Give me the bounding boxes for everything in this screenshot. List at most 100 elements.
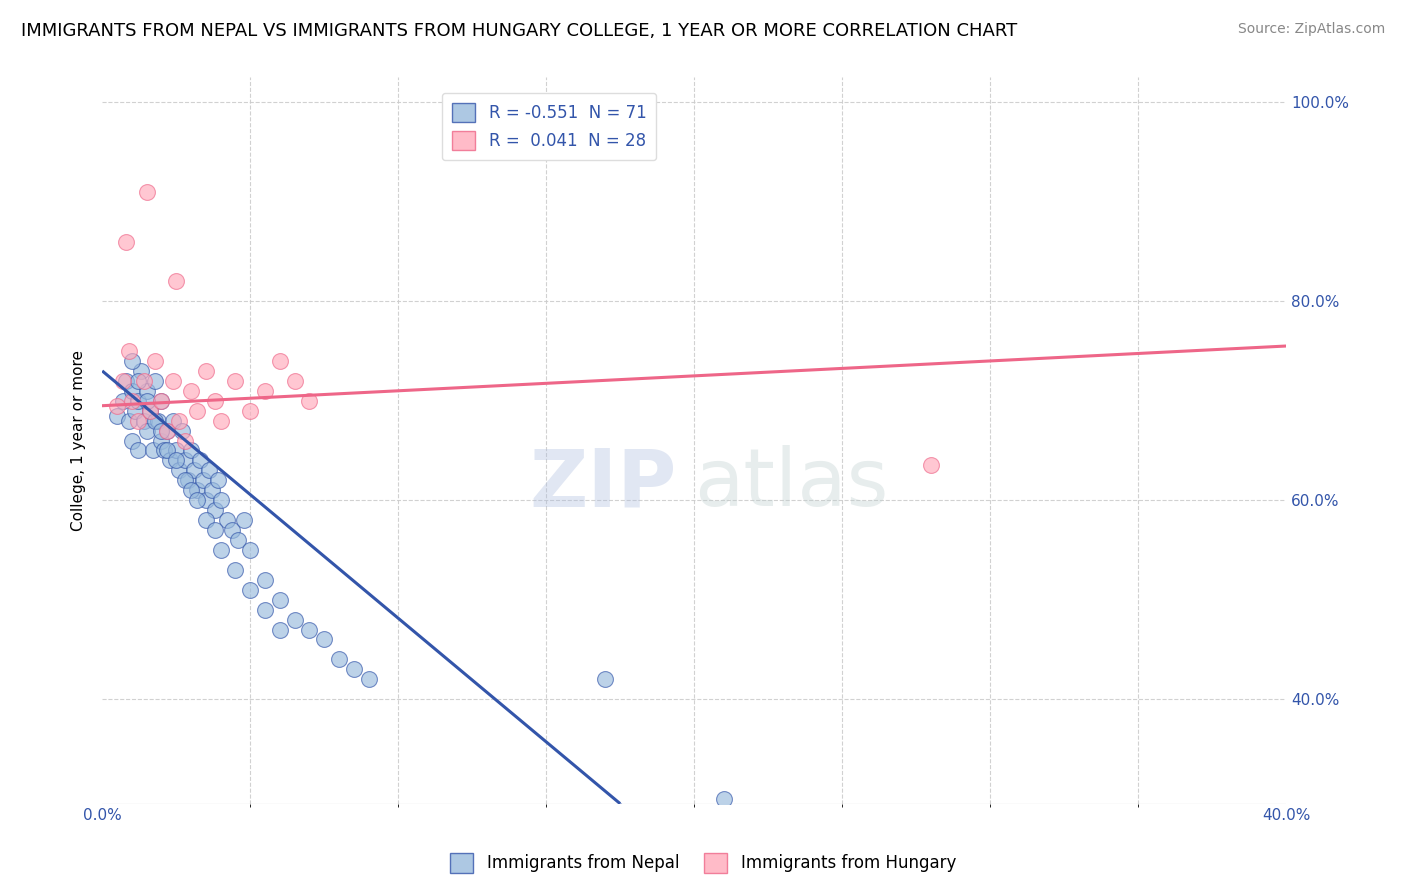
Point	[115, 235, 138, 249]
Point	[180, 443, 202, 458]
Point	[162, 374, 184, 388]
Point	[118, 414, 141, 428]
Point	[343, 662, 366, 676]
Point	[135, 185, 157, 199]
Point	[269, 592, 291, 607]
Point	[150, 393, 173, 408]
Point	[188, 453, 211, 467]
Point	[180, 384, 202, 398]
Point	[174, 453, 197, 467]
Point	[224, 563, 246, 577]
Point	[183, 463, 205, 477]
Point	[121, 354, 143, 368]
Text: Source: ZipAtlas.com: Source: ZipAtlas.com	[1237, 22, 1385, 37]
Point	[150, 424, 173, 438]
Point	[150, 434, 173, 448]
Point	[233, 513, 256, 527]
Point	[121, 434, 143, 448]
Point	[159, 453, 181, 467]
Point	[201, 483, 224, 498]
Legend: Immigrants from Nepal, Immigrants from Hungary: Immigrants from Nepal, Immigrants from H…	[443, 847, 963, 880]
Point	[191, 473, 214, 487]
Point	[153, 443, 176, 458]
Point	[215, 513, 238, 527]
Point	[239, 543, 262, 558]
Point	[174, 434, 197, 448]
Point	[186, 493, 208, 508]
Point	[115, 374, 138, 388]
Point	[239, 403, 262, 417]
Point	[156, 424, 179, 438]
Point	[129, 364, 152, 378]
Point	[269, 354, 291, 368]
Point	[204, 523, 226, 537]
Point	[209, 414, 232, 428]
Point	[141, 443, 163, 458]
Point	[194, 364, 217, 378]
Point	[224, 374, 246, 388]
Point	[209, 543, 232, 558]
Point	[165, 274, 187, 288]
Point	[135, 424, 157, 438]
Point	[165, 443, 187, 458]
Point	[207, 473, 229, 487]
Point	[167, 463, 190, 477]
Point	[165, 453, 187, 467]
Point	[135, 393, 157, 408]
Legend: R = -0.551  N = 71, R =  0.041  N = 28: R = -0.551 N = 71, R = 0.041 N = 28	[441, 93, 657, 160]
Point	[156, 424, 179, 438]
Point	[127, 393, 149, 408]
Point	[132, 414, 155, 428]
Point	[186, 483, 208, 498]
Point	[284, 374, 307, 388]
Point	[713, 791, 735, 805]
Point	[138, 403, 160, 417]
Point	[186, 403, 208, 417]
Point	[284, 613, 307, 627]
Point	[180, 483, 202, 498]
Point	[118, 343, 141, 358]
Point	[105, 399, 128, 413]
Point	[253, 602, 276, 616]
Point	[204, 503, 226, 517]
Point	[239, 582, 262, 597]
Point	[314, 632, 336, 647]
Point	[253, 573, 276, 587]
Point	[253, 384, 276, 398]
Point	[228, 533, 250, 547]
Point	[177, 473, 200, 487]
Point	[127, 414, 149, 428]
Point	[156, 443, 179, 458]
Point	[150, 393, 173, 408]
Point	[162, 414, 184, 428]
Point	[111, 393, 134, 408]
Point	[145, 374, 167, 388]
Point	[194, 493, 217, 508]
Text: IMMIGRANTS FROM NEPAL VS IMMIGRANTS FROM HUNGARY COLLEGE, 1 YEAR OR MORE CORRELA: IMMIGRANTS FROM NEPAL VS IMMIGRANTS FROM…	[21, 22, 1018, 40]
Point	[135, 384, 157, 398]
Point	[174, 473, 197, 487]
Point	[145, 414, 167, 428]
Point	[127, 443, 149, 458]
Point	[121, 384, 143, 398]
Point	[124, 403, 146, 417]
Point	[595, 673, 617, 687]
Point	[204, 393, 226, 408]
Point	[920, 458, 942, 473]
Point	[269, 623, 291, 637]
Point	[221, 523, 243, 537]
Point	[209, 493, 232, 508]
Point	[132, 374, 155, 388]
Point	[298, 623, 321, 637]
Point	[197, 463, 219, 477]
Point	[357, 673, 380, 687]
Point	[298, 393, 321, 408]
Point	[172, 424, 194, 438]
Point	[105, 409, 128, 423]
Point	[145, 354, 167, 368]
Y-axis label: College, 1 year or more: College, 1 year or more	[72, 350, 86, 531]
Point	[111, 374, 134, 388]
Point	[167, 414, 190, 428]
Text: atlas: atlas	[695, 445, 889, 523]
Text: ZIP: ZIP	[529, 445, 676, 523]
